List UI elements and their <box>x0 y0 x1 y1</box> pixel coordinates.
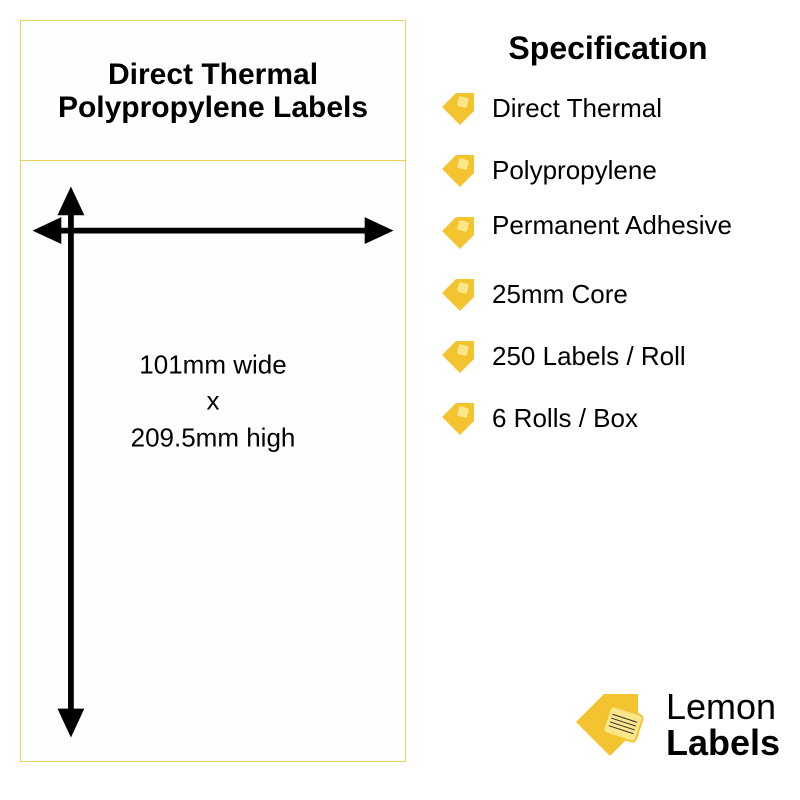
spec-text: 25mm Core <box>492 280 628 310</box>
tag-icon <box>436 149 480 193</box>
dimension-text: 101mm wide x 209.5mm high <box>131 346 296 455</box>
right-panel: Specification Direct Thermal Polypropyle… <box>416 0 800 800</box>
spec-text: Permanent Adhesive <box>492 211 732 241</box>
spec-list: Direct Thermal Polypropylene Permanent A… <box>436 87 780 441</box>
tag-icon <box>436 335 480 379</box>
product-title-box: Direct Thermal Polypropylene Labels <box>21 21 405 161</box>
tag-icon <box>436 211 480 255</box>
tag-icon <box>436 273 480 317</box>
main-container: Direct Thermal Polypropylene Labels 101m… <box>0 0 800 800</box>
spec-item: Polypropylene <box>436 149 780 193</box>
tag-icon <box>436 87 480 131</box>
dim-line3: 209.5mm high <box>131 419 296 455</box>
spec-text: 6 Rolls / Box <box>492 404 638 434</box>
dim-line1: 101mm wide <box>131 346 296 382</box>
spec-text: Polypropylene <box>492 156 657 186</box>
logo-text: Lemon Labels <box>666 689 780 761</box>
brand-logo: Lemon Labels <box>436 680 780 780</box>
arrows-svg <box>21 161 405 761</box>
left-panel: Direct Thermal Polypropylene Labels 101m… <box>0 0 416 800</box>
spec-item: Permanent Adhesive <box>436 211 780 255</box>
lemon-labels-icon <box>566 680 656 770</box>
dimension-diagram: 101mm wide x 209.5mm high <box>21 161 405 761</box>
product-title: Direct Thermal Polypropylene Labels <box>31 58 395 124</box>
spec-text: 250 Labels / Roll <box>492 342 686 372</box>
dim-line2: x <box>131 383 296 419</box>
spec-heading: Specification <box>436 30 780 67</box>
spec-item: 250 Labels / Roll <box>436 335 780 379</box>
spec-text: Direct Thermal <box>492 94 662 124</box>
label-block: Direct Thermal Polypropylene Labels 101m… <box>20 20 406 762</box>
tag-icon <box>436 397 480 441</box>
spec-item: Direct Thermal <box>436 87 780 131</box>
logo-line2: Labels <box>666 725 780 761</box>
spec-item: 25mm Core <box>436 273 780 317</box>
spec-item: 6 Rolls / Box <box>436 397 780 441</box>
logo-line1: Lemon <box>666 689 780 725</box>
